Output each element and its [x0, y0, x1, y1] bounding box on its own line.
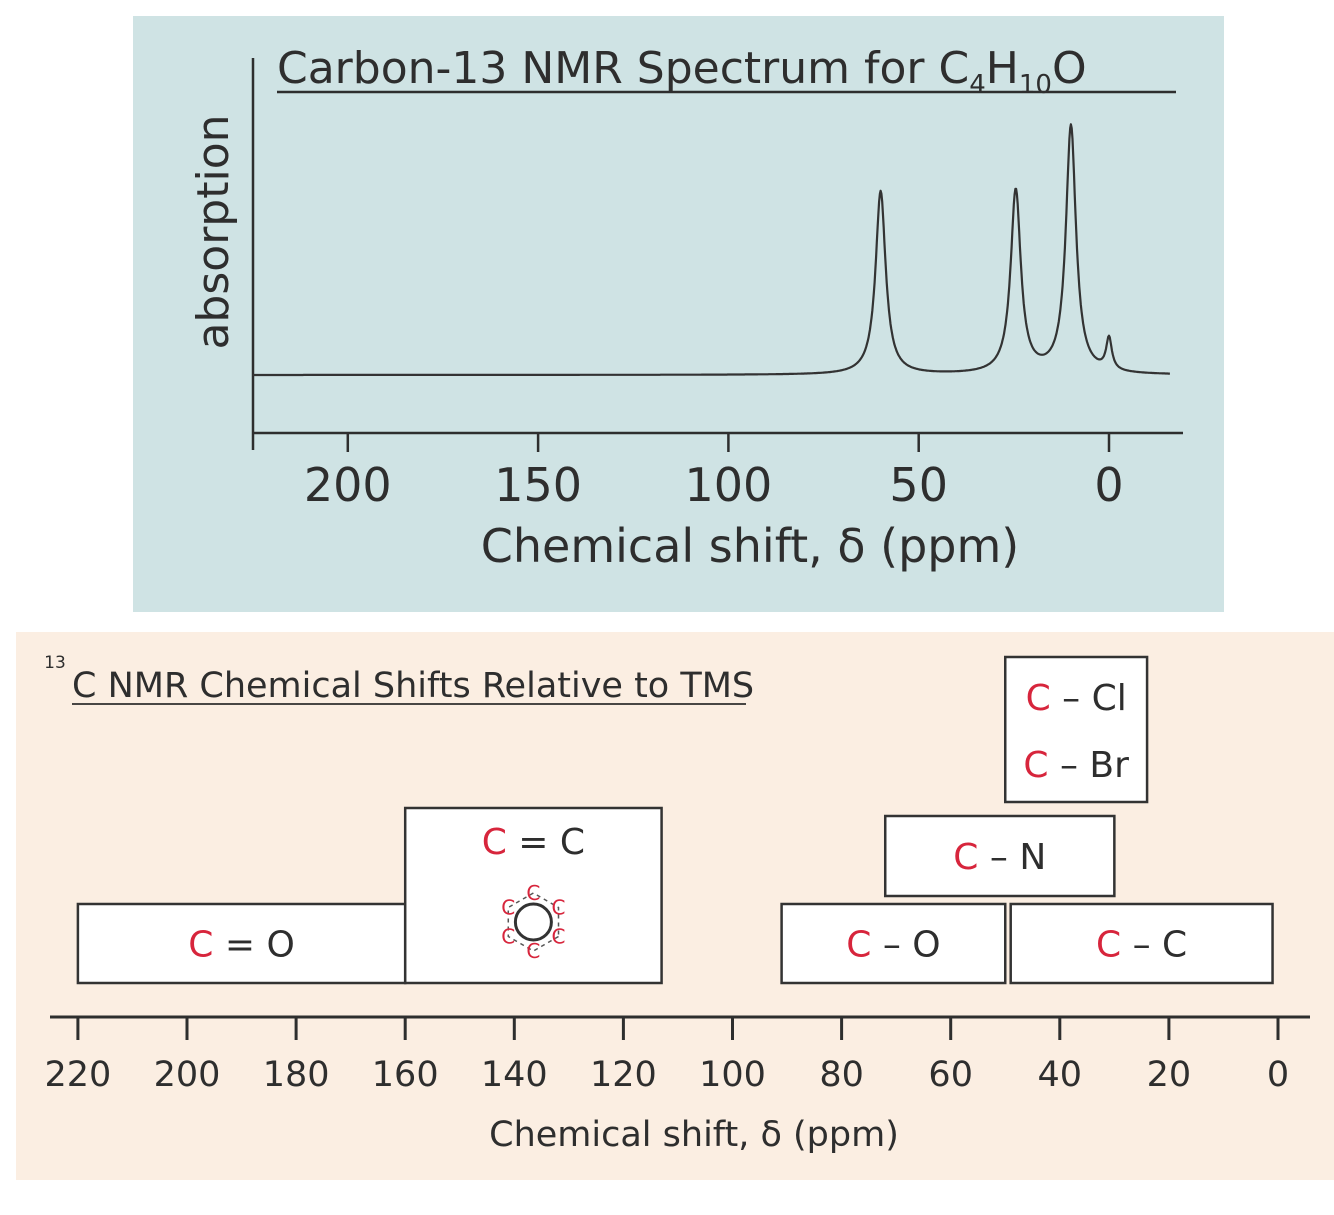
- y-axis-label: absorption: [188, 114, 239, 349]
- table-axis-tick-label: 20: [1147, 1055, 1192, 1095]
- x-tick-label: 50: [889, 458, 948, 512]
- table-axis-tick-label: 220: [44, 1055, 111, 1095]
- benzene-carbon: C: [552, 925, 566, 949]
- table-axis-tick-label: 120: [590, 1055, 657, 1095]
- table-axis-tick-label: 140: [481, 1055, 548, 1095]
- benzene-hexagon: [507, 892, 560, 952]
- table-axis-tick-label: 160: [372, 1055, 439, 1095]
- table-title: C NMR Chemical Shifts Relative to TMS: [72, 666, 754, 706]
- table-axis-tick-label: 180: [263, 1055, 330, 1095]
- shift-range-box: [780, 902, 1007, 985]
- x-tick-label: 0: [1094, 458, 1123, 512]
- x-tick-label: 100: [684, 458, 772, 512]
- benzene-carbon: C: [501, 925, 515, 949]
- x-tick-label: 150: [494, 458, 582, 512]
- shift-range-label: C – C: [1096, 925, 1187, 966]
- table-axis-tick-label: 100: [699, 1055, 766, 1095]
- benzene-carbon: C: [526, 939, 540, 963]
- benzene-carbon: C: [501, 896, 515, 920]
- benzene-inner-circle: [513, 902, 553, 942]
- spectrum-line: [252, 123, 1171, 377]
- x-axis-label: Chemical shift, δ (ppm): [481, 519, 1019, 573]
- table-axis-label: Chemical shift, δ (ppm): [489, 1115, 899, 1155]
- shift-range-label: C – N: [953, 837, 1046, 878]
- shift-range-label: C – Cl: [1026, 678, 1127, 719]
- table-axis-tick-label: 40: [1038, 1055, 1083, 1095]
- shift-range-box: [76, 902, 407, 985]
- table-axis-tick-label: 0: [1267, 1055, 1289, 1095]
- benzene-carbon: C: [526, 881, 540, 905]
- table-title-superscript: 13: [44, 653, 66, 673]
- shift-range-box: [883, 814, 1116, 898]
- shift-range-label: C = C: [482, 822, 585, 863]
- spectrum-panel: [133, 16, 1224, 612]
- shift-range-label: C – Br: [1023, 745, 1129, 786]
- shift-range-box: [1009, 902, 1274, 985]
- shift-range-box: [403, 806, 663, 985]
- shift-range-label: C = O: [188, 925, 295, 966]
- table-axis-tick-label: 200: [154, 1055, 221, 1095]
- shift-range-box: [1004, 655, 1149, 804]
- chart-title: Carbon-13 NMR Spectrum for C4H10O: [277, 43, 1087, 100]
- benzene-carbon: C: [552, 896, 566, 920]
- table-axis-tick-label: 60: [928, 1055, 973, 1095]
- x-tick-label: 200: [304, 458, 392, 512]
- shift-range-label: C – O: [846, 925, 940, 966]
- table-axis-tick-label: 80: [819, 1055, 864, 1095]
